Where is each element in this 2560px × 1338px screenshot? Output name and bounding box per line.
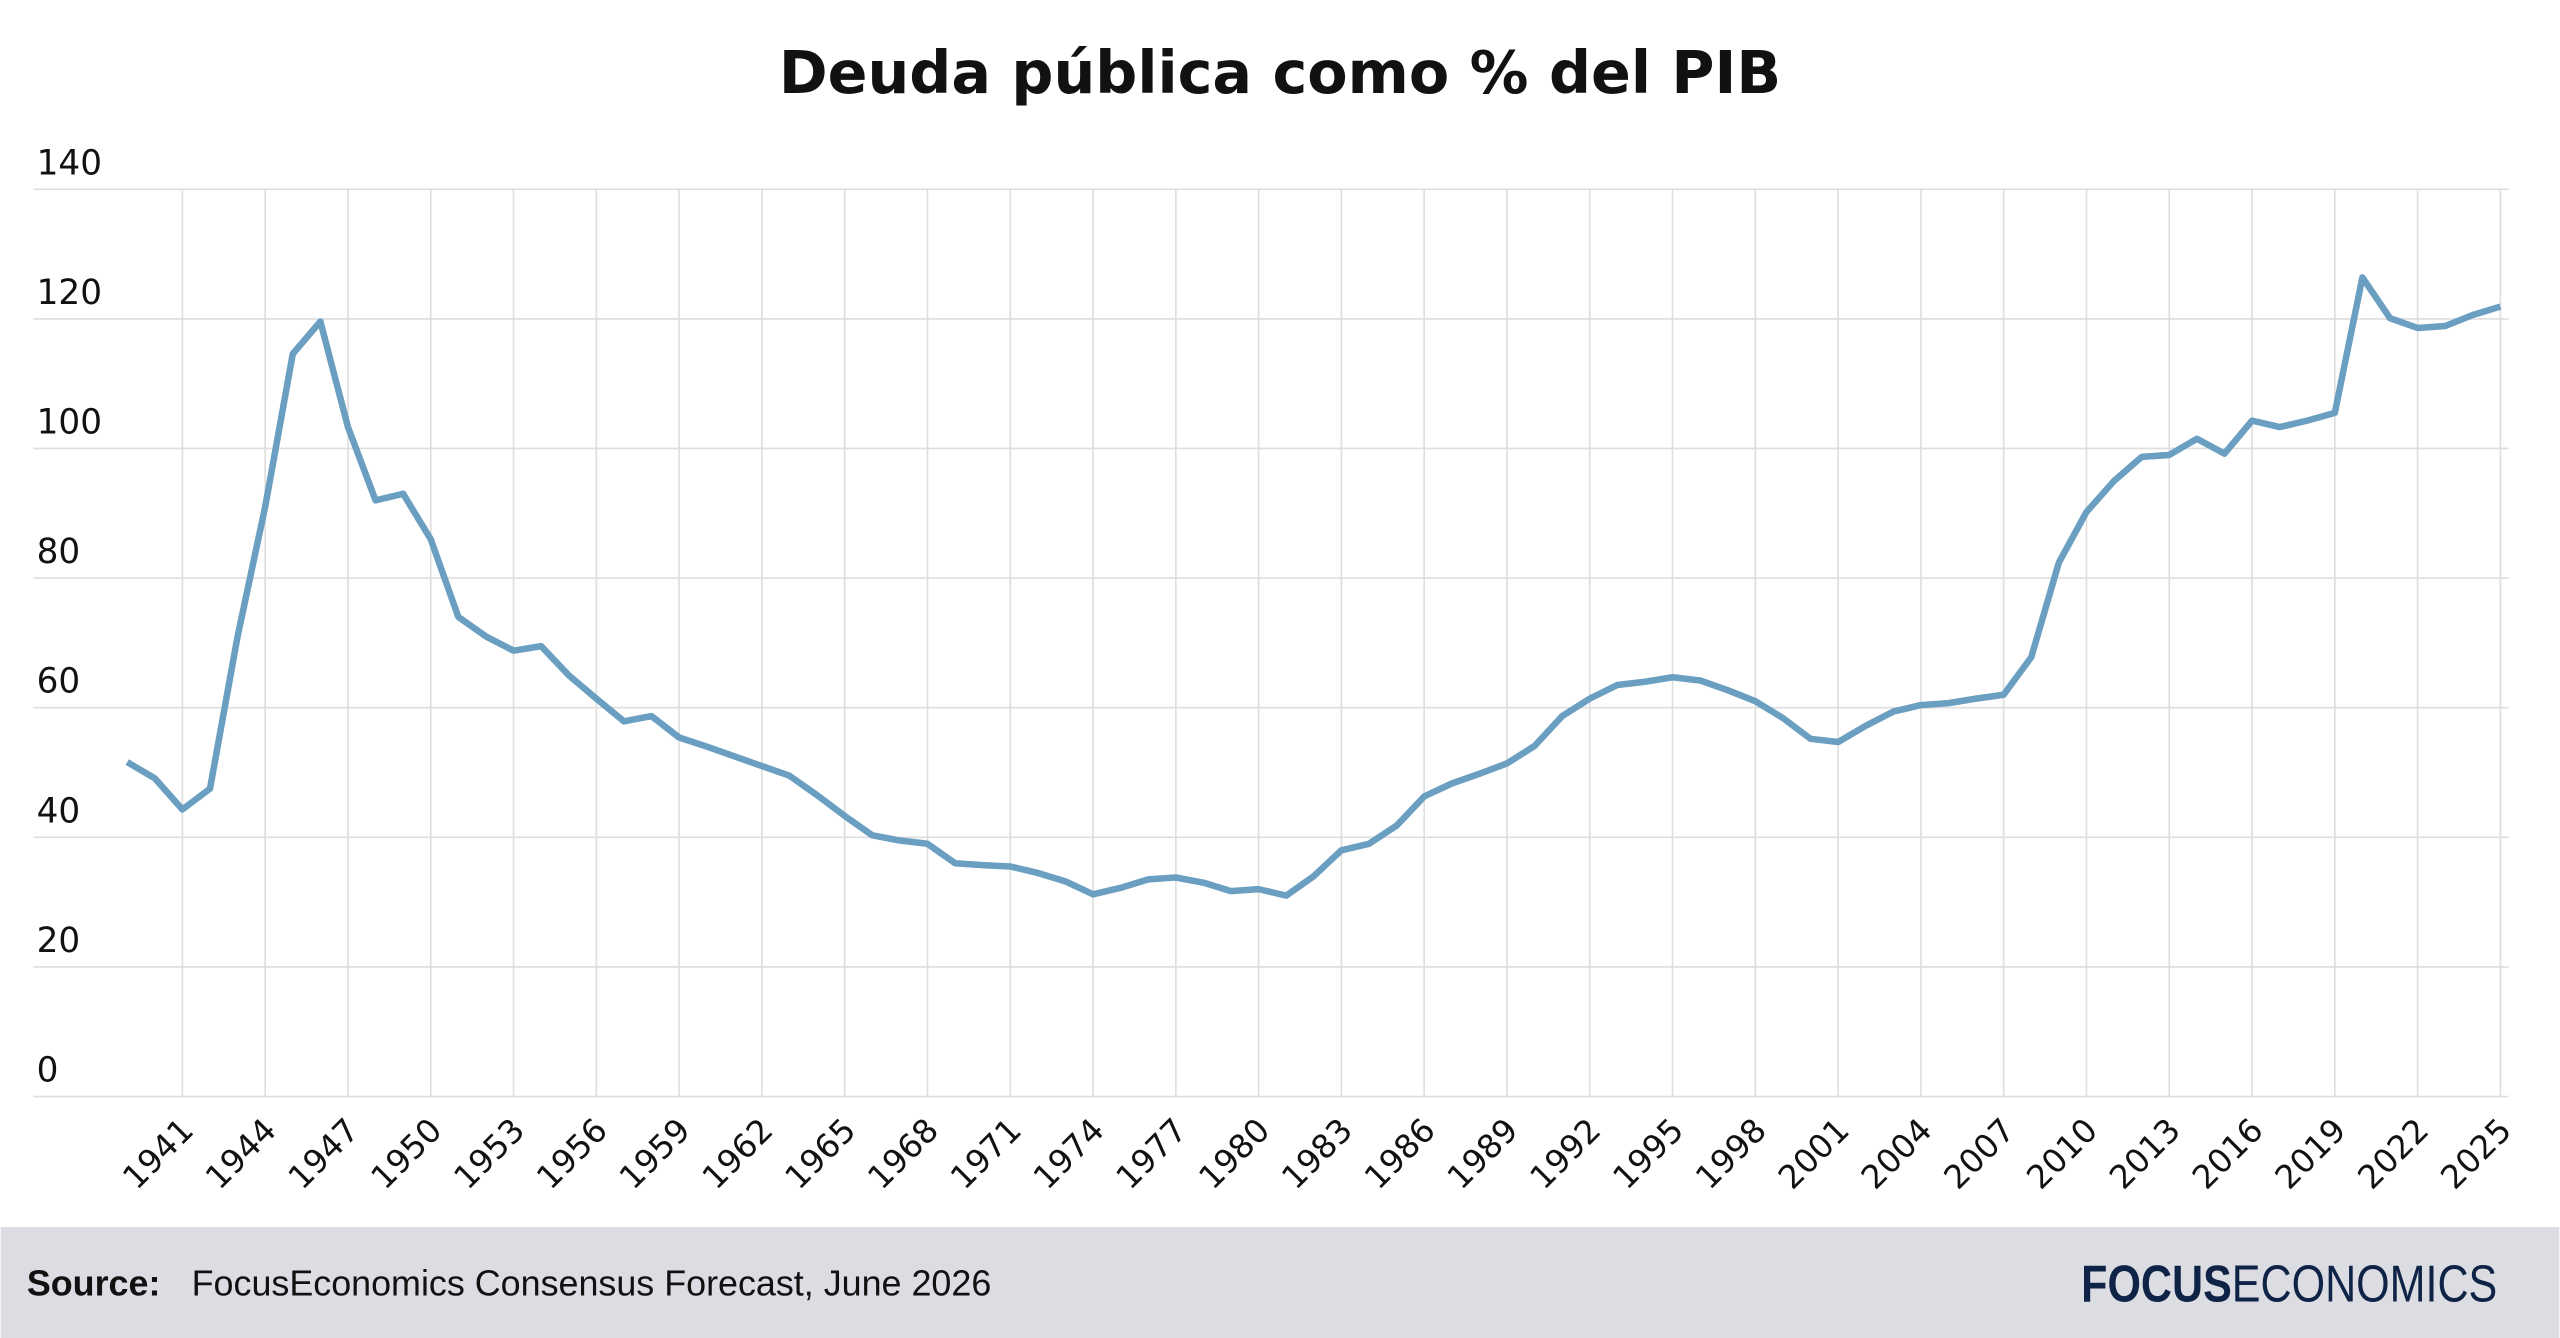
y-tick-label: 100 (37, 403, 102, 443)
logo: FOCUSECONOMICS (2081, 1255, 2497, 1313)
y-tick-label: 60 (37, 662, 81, 702)
source-label: Source: (27, 1263, 161, 1303)
chart-title: Deuda pública como % del PIB (779, 38, 1781, 107)
y-tick-label: 120 (37, 273, 102, 313)
plot (125, 274, 2502, 899)
logo-bold: FOCUS (2081, 1255, 2232, 1313)
y-tick-label: 140 (37, 143, 102, 183)
y-tick-label: 20 (37, 921, 81, 961)
data-line (125, 274, 2502, 899)
source-text: FocusEconomics Consensus Forecast, June … (192, 1263, 992, 1303)
y-tick-label: 80 (37, 532, 81, 572)
footer-band (0, 1227, 2560, 1338)
y-tick-label: 40 (37, 791, 81, 831)
logo-light: ECONOMICS (2232, 1255, 2497, 1313)
y-tick-label: 0 (37, 1051, 59, 1091)
